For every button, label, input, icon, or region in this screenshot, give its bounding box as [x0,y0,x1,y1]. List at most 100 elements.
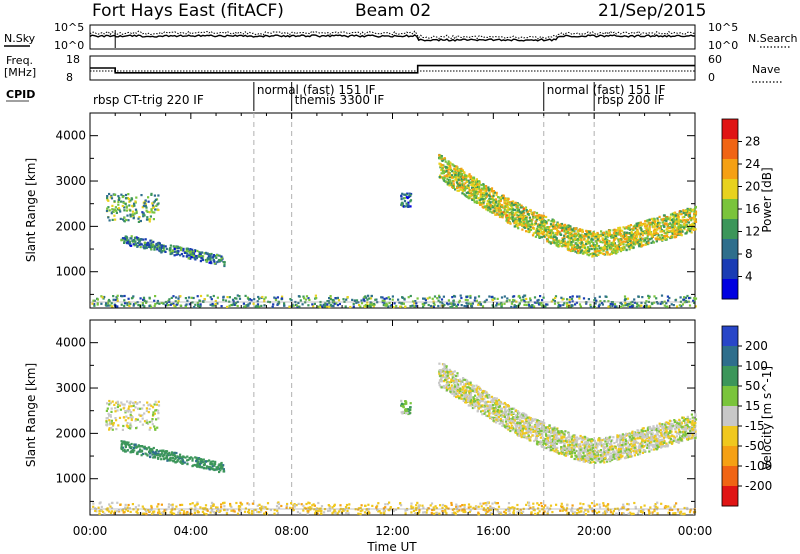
echo-cell [537,298,540,302]
echo-cell [658,215,661,218]
echo-cell [594,246,597,249]
echo-cell [642,244,645,247]
echo-cell [110,212,113,215]
echo-cell [469,176,472,179]
echo-cell [490,295,493,299]
echo-cell [604,237,607,240]
echo-cell [503,201,506,204]
echo-cell [559,241,562,244]
echo-cell [694,228,697,231]
echo-cell [187,257,190,260]
echo-cell [220,464,223,468]
echo-cell [688,214,691,217]
echo-cell [582,238,585,241]
echo-cell [103,295,106,299]
echo-cell [111,208,114,211]
echo-cell [631,228,634,231]
echo-cell [679,219,682,222]
echo-cell [510,305,513,308]
echo-cell [571,295,574,298]
echo-cell [679,232,682,235]
echo-cell [565,230,568,233]
echo-cell [125,206,128,209]
echo-cell [173,304,176,307]
echo-cell [449,305,452,309]
echo-cell [561,227,564,230]
echo-cell [536,301,539,304]
echo-cell [212,254,216,257]
freq-label: Freq. [6,54,33,67]
echo-cell [646,435,649,438]
echo-cell [142,204,145,207]
echo-cell [452,303,455,306]
echo-cell [308,298,311,301]
echo-cell [515,220,518,223]
echo-cell [208,459,211,462]
echo-cell [681,303,684,306]
echo-cell [112,210,115,213]
echo-cell [120,193,123,196]
echo-cell [459,188,462,191]
echo-cell [619,305,623,308]
echo-cell [654,222,657,225]
echo-cell [443,170,446,173]
echo-cell [143,299,146,302]
echo-cell [110,302,113,305]
echo-cell [134,443,137,446]
echo-cell [542,296,545,299]
echo-cell [457,174,460,177]
echo-cell [497,196,500,199]
echo-cell [591,255,594,258]
echo-cell [186,463,189,466]
echo-cell [407,296,410,299]
echo-cell [464,182,467,185]
echo-cell [252,302,255,305]
echo-cell [124,444,127,447]
echo-cell [570,240,573,244]
echo-cell [630,455,634,458]
echo-cell [184,297,187,300]
echo-cell [675,217,678,220]
echo-cell [112,298,115,301]
echo-cell [610,441,613,444]
echo-cell [139,219,142,223]
echo-cell [148,296,151,299]
echo-cell [181,462,184,465]
echo-cell [538,213,541,217]
echo-cell [471,187,474,190]
echo-cell [398,301,401,304]
echo-cell [169,303,172,306]
echo-cell [166,459,169,462]
echo-cell [476,192,479,195]
echo-cell [153,200,156,203]
echo-cell [636,224,639,227]
echo-cell [622,246,625,249]
echo-cell [541,230,544,234]
echo-cell [568,298,571,301]
echo-cell [582,235,585,238]
echo-cell [529,208,532,212]
echo-cell [133,202,136,205]
echo-cell [175,296,178,299]
echo-cell [208,466,211,469]
echo-cell [473,179,476,182]
echo-cell [408,192,411,195]
echo-cell [592,242,595,245]
echo-cell [519,206,522,209]
echo-cell [113,200,116,203]
echo-cell [110,422,113,425]
echo-cell [157,412,160,415]
echo-cell [154,409,157,412]
echo-cell [601,303,604,306]
noise-traces [89,30,695,48]
echo-cell [280,297,283,300]
echo-cell [433,295,437,298]
echo-cell [283,302,286,305]
colorbar-segment [722,139,738,160]
echo-cell [529,417,532,420]
echo-cell [510,302,513,305]
echo-cell [117,207,120,210]
echo-cell [200,466,203,469]
echo-cell [208,261,211,264]
echo-cell [519,431,522,434]
